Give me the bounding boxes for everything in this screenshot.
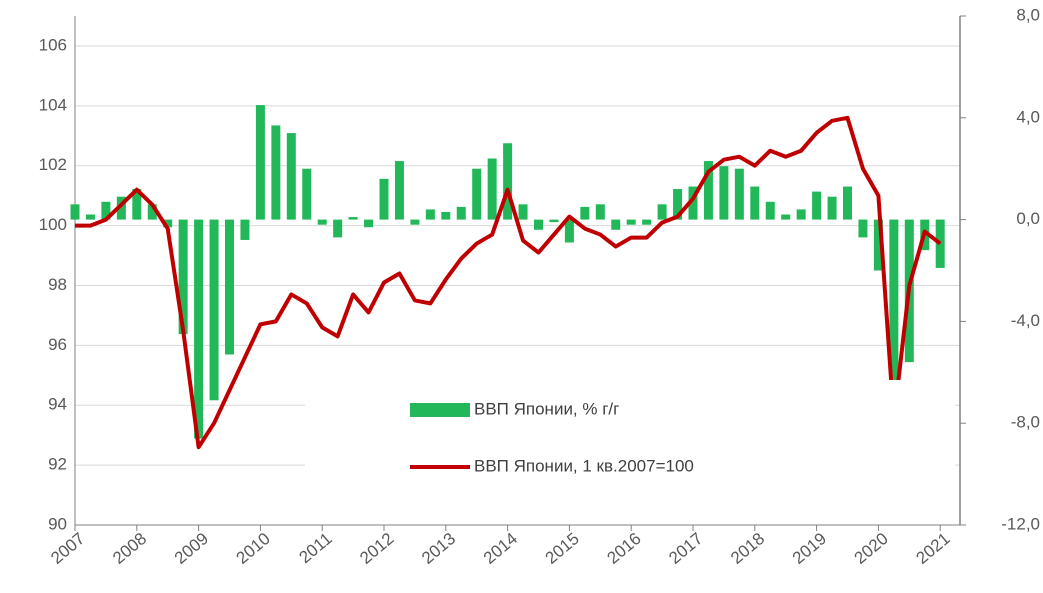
bar — [611, 219, 621, 230]
bar — [642, 219, 652, 225]
bar — [240, 219, 250, 240]
bar — [394, 161, 404, 220]
bar — [255, 105, 265, 220]
bar — [734, 168, 744, 220]
bar — [271, 125, 281, 220]
x-tick-label: 2012 — [356, 529, 397, 568]
x-tick-label: 2020 — [851, 529, 892, 568]
y-tick-label: 98 — [48, 275, 67, 294]
bar — [333, 219, 343, 238]
y-tick-label: 104 — [39, 95, 67, 114]
y-tick-label: 92 — [48, 455, 67, 474]
bar — [317, 219, 327, 225]
x-tick-label: 2018 — [727, 529, 768, 568]
bar — [379, 178, 389, 220]
bar — [843, 186, 852, 220]
x-tick-label: 2010 — [233, 529, 274, 568]
y2-tick-label: 4,0 — [1016, 107, 1040, 126]
y-tick-label: 106 — [39, 35, 67, 54]
bar — [425, 209, 435, 220]
y-tick-label: 100 — [39, 215, 67, 234]
x-tick-label: 2007 — [47, 529, 88, 568]
bar — [116, 196, 126, 220]
bar — [503, 143, 513, 220]
bar — [178, 219, 188, 335]
bar — [812, 191, 822, 220]
legend-swatch — [410, 403, 470, 417]
y2-tick-label: 0,0 — [1016, 209, 1040, 228]
bar — [225, 219, 234, 355]
bar — [580, 206, 590, 220]
y2-tick-label: 8,0 — [1016, 5, 1040, 24]
y-tick-label: 96 — [48, 335, 67, 354]
bar — [595, 204, 605, 220]
bar — [827, 196, 837, 220]
bar — [688, 186, 698, 220]
bar — [703, 161, 713, 220]
x-tick-label: 2014 — [480, 529, 521, 568]
bar — [472, 168, 482, 220]
bar — [626, 219, 636, 225]
bar — [441, 211, 451, 220]
legend-label: ВВП Японии, 1 кв.2007=100 — [474, 456, 694, 475]
bar — [719, 166, 729, 220]
bar — [410, 219, 420, 225]
bar — [889, 219, 899, 475]
y2-tick-label: -8,0 — [1011, 413, 1040, 432]
bar — [364, 219, 374, 228]
bar — [456, 206, 466, 220]
bar — [85, 214, 95, 220]
line — [75, 115, 942, 450]
legend-label: ВВП Японии, % г/г — [474, 399, 619, 418]
bar — [518, 204, 528, 220]
bar — [858, 219, 868, 238]
bar — [286, 133, 296, 220]
bar — [132, 189, 142, 220]
bar — [657, 204, 667, 220]
bar — [935, 219, 945, 268]
x-tick-label: 2019 — [789, 529, 830, 568]
bar — [750, 186, 760, 220]
bar — [549, 219, 559, 223]
bar — [765, 201, 775, 220]
x-tick-label: 2011 — [295, 529, 335, 567]
bar — [70, 204, 80, 220]
y-tick-label: 102 — [39, 155, 67, 174]
legend-box — [305, 380, 955, 505]
y2-tick-label: -4,0 — [1011, 311, 1040, 330]
bar — [194, 219, 204, 439]
bar — [163, 219, 173, 228]
bar — [487, 158, 497, 220]
bar — [101, 201, 111, 220]
bar — [873, 219, 883, 271]
y2-tick-label: -12,0 — [1001, 514, 1040, 533]
y-tick-label: 90 — [48, 514, 67, 533]
x-tick-label: 2008 — [109, 529, 150, 568]
x-tick-label: 2016 — [603, 529, 644, 568]
y-tick-label: 94 — [48, 395, 67, 414]
bar — [781, 214, 791, 220]
bar — [209, 219, 219, 401]
bar — [302, 168, 312, 220]
bar — [147, 204, 157, 220]
bar — [673, 189, 683, 220]
x-tick-label: 2015 — [542, 529, 583, 568]
x-tick-label: 2013 — [418, 529, 459, 568]
x-tick-label: 2021 — [912, 529, 953, 568]
bar — [796, 209, 806, 220]
x-tick-label: 2017 — [665, 529, 706, 568]
bar — [348, 217, 358, 220]
bar — [534, 219, 543, 230]
x-tick-label: 2009 — [171, 529, 212, 568]
bar — [564, 219, 574, 243]
